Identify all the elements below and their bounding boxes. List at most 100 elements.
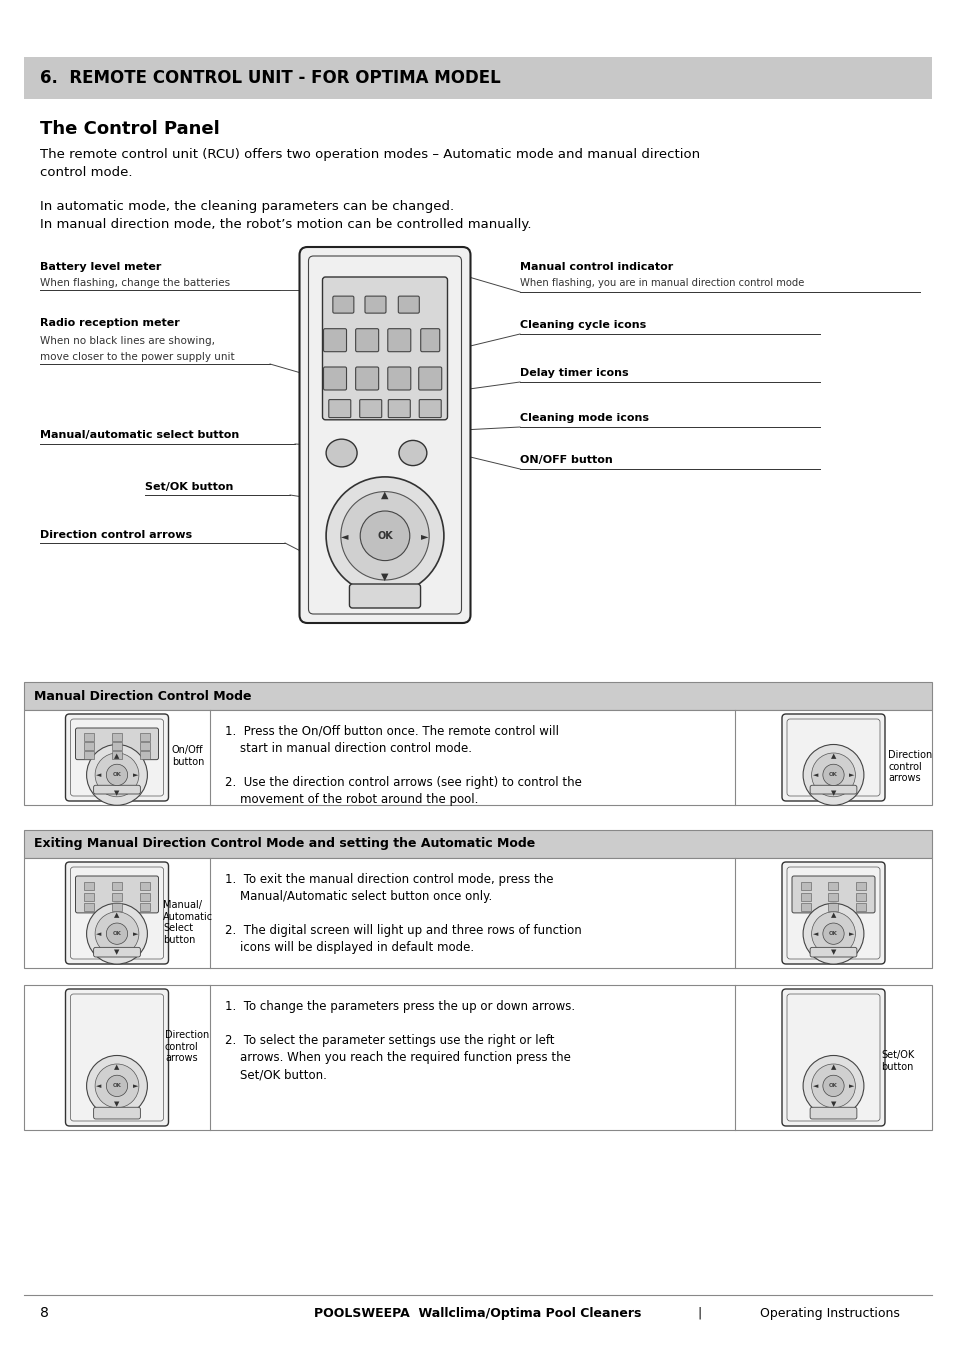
Text: Direction
control
arrows: Direction control arrows [165, 1030, 209, 1064]
Bar [84, 751, 94, 759]
Text: ►: ► [848, 1083, 854, 1089]
Bar [112, 892, 122, 900]
Ellipse shape [398, 440, 426, 466]
FancyBboxPatch shape [323, 328, 346, 352]
Bar [84, 892, 94, 900]
FancyBboxPatch shape [66, 990, 169, 1126]
Bar [84, 741, 94, 749]
Text: Manual control indicator: Manual control indicator [519, 262, 673, 271]
Text: ▲: ▲ [830, 913, 836, 918]
FancyBboxPatch shape [322, 277, 447, 420]
Bar [24, 710, 931, 805]
Bar [24, 859, 931, 968]
FancyBboxPatch shape [387, 367, 411, 390]
Text: OK: OK [112, 931, 121, 936]
Text: ◄: ◄ [812, 930, 817, 937]
Bar [84, 903, 94, 911]
FancyBboxPatch shape [75, 876, 158, 913]
FancyBboxPatch shape [329, 400, 351, 417]
Text: Operating Instructions: Operating Instructions [760, 1307, 899, 1319]
Text: ▲: ▲ [114, 913, 119, 918]
Text: ON/OFF button: ON/OFF button [519, 455, 612, 464]
FancyBboxPatch shape [333, 296, 354, 313]
FancyBboxPatch shape [387, 328, 411, 352]
FancyBboxPatch shape [323, 367, 346, 390]
Text: ►: ► [848, 930, 854, 937]
FancyBboxPatch shape [299, 247, 470, 622]
FancyBboxPatch shape [809, 1107, 856, 1119]
Bar [827, 892, 838, 900]
Bar [855, 892, 865, 900]
Text: ▲: ▲ [830, 753, 836, 760]
Circle shape [811, 911, 855, 956]
FancyBboxPatch shape [66, 863, 169, 964]
Text: The remote control unit (RCU) offers two operation modes – Automatic mode and ma: The remote control unit (RCU) offers two… [40, 148, 700, 180]
Text: ◄: ◄ [341, 531, 349, 541]
Text: ►: ► [132, 1083, 138, 1089]
Text: ▲: ▲ [114, 753, 119, 760]
Bar [855, 883, 865, 890]
Circle shape [87, 744, 148, 806]
Text: In automatic mode, the cleaning parameters can be changed.
In manual direction m: In automatic mode, the cleaning paramete… [40, 200, 531, 231]
Text: ▲: ▲ [381, 490, 388, 500]
Bar [112, 741, 122, 749]
Text: POOLSWEEPA  Wallclima/Optima Pool Cleaners: POOLSWEEPA Wallclima/Optima Pool Cleaner… [314, 1307, 641, 1319]
Text: 1.  To change the parameters press the up or down arrows.

2.  To select the par: 1. To change the parameters press the up… [225, 1000, 575, 1081]
Text: Manual/automatic select button: Manual/automatic select button [40, 431, 239, 440]
Text: ▼: ▼ [114, 949, 119, 954]
FancyBboxPatch shape [781, 863, 884, 964]
Text: 6.  REMOTE CONTROL UNIT - FOR OPTIMA MODEL: 6. REMOTE CONTROL UNIT - FOR OPTIMA MODE… [40, 69, 500, 86]
Bar [139, 733, 150, 741]
FancyBboxPatch shape [75, 728, 158, 760]
Bar [800, 892, 810, 900]
Circle shape [95, 911, 139, 956]
Bar [84, 733, 94, 741]
Bar [24, 986, 931, 1130]
FancyBboxPatch shape [365, 296, 386, 313]
Text: The Control Panel: The Control Panel [40, 120, 219, 138]
Text: Cleaning cycle icons: Cleaning cycle icons [519, 320, 645, 329]
Bar [112, 751, 122, 759]
Bar [112, 903, 122, 911]
Text: Manual Direction Control Mode: Manual Direction Control Mode [34, 690, 252, 702]
Text: Battery level meter: Battery level meter [40, 262, 161, 271]
Text: Direction control arrows: Direction control arrows [40, 531, 192, 540]
Text: Set/OK
button: Set/OK button [881, 1050, 914, 1072]
Text: ▼: ▼ [114, 1102, 119, 1107]
Text: OK: OK [828, 772, 837, 778]
Circle shape [95, 753, 139, 796]
Circle shape [822, 923, 843, 944]
Text: Direction
control
arrows: Direction control arrows [887, 751, 932, 783]
Circle shape [811, 1064, 855, 1108]
Text: |: | [693, 1307, 705, 1319]
FancyBboxPatch shape [791, 876, 874, 913]
Circle shape [360, 512, 410, 560]
Text: move closer to the power supply unit: move closer to the power supply unit [40, 352, 234, 362]
Text: ▼: ▼ [381, 572, 388, 582]
FancyBboxPatch shape [355, 367, 378, 390]
Text: Cleaning mode icons: Cleaning mode icons [519, 413, 648, 423]
Circle shape [106, 1075, 128, 1096]
Circle shape [802, 1056, 863, 1116]
Text: When flashing, change the batteries: When flashing, change the batteries [40, 278, 230, 288]
Bar [24, 830, 931, 859]
FancyBboxPatch shape [93, 1107, 140, 1119]
Text: ▼: ▼ [830, 790, 836, 796]
FancyBboxPatch shape [418, 400, 440, 417]
Bar [112, 883, 122, 890]
Text: ▼: ▼ [830, 1102, 836, 1107]
Text: When no black lines are showing,: When no black lines are showing, [40, 336, 214, 346]
Bar [139, 751, 150, 759]
Circle shape [95, 1064, 139, 1108]
Text: ◄: ◄ [812, 1083, 817, 1089]
Bar [24, 682, 931, 710]
Text: Manual/
Automatic
Select
button: Manual/ Automatic Select button [163, 900, 213, 945]
Text: Delay timer icons: Delay timer icons [519, 369, 628, 378]
Bar [827, 883, 838, 890]
Bar [24, 57, 931, 99]
Circle shape [822, 1075, 843, 1096]
Text: ►: ► [132, 772, 138, 778]
Text: ◄: ◄ [96, 1083, 101, 1089]
Circle shape [340, 491, 429, 580]
Text: When flashing, you are in manual direction control mode: When flashing, you are in manual directi… [519, 278, 803, 288]
